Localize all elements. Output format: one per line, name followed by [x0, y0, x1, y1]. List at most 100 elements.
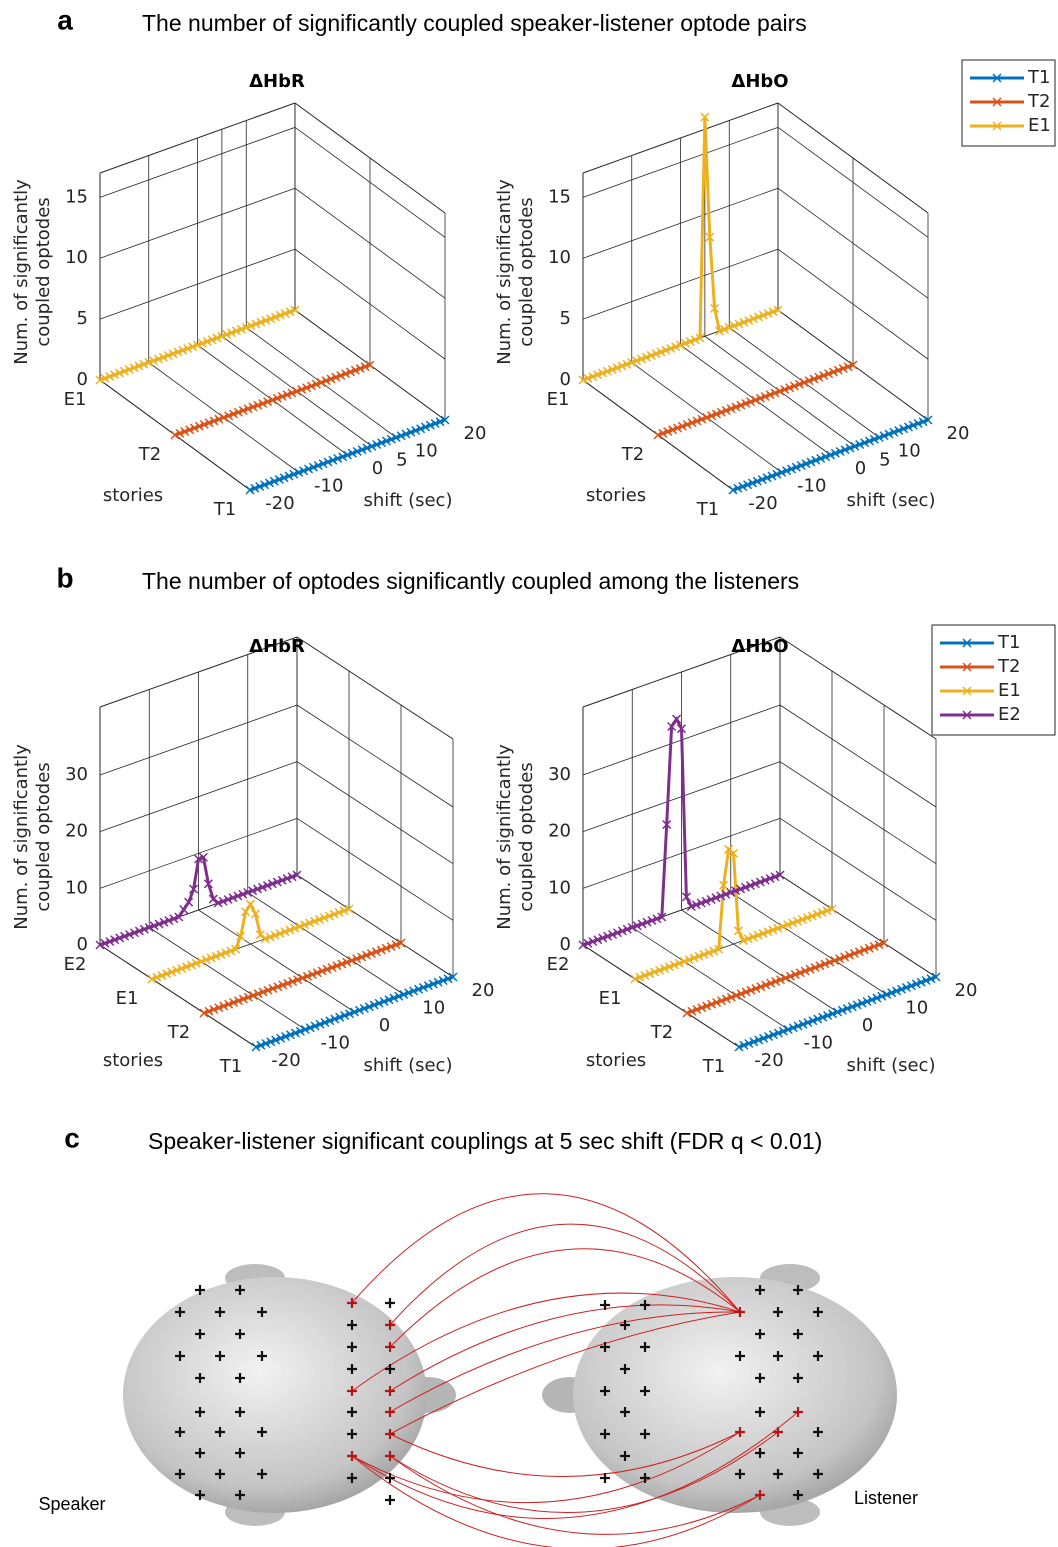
marker — [686, 901, 696, 912]
marker — [418, 982, 428, 993]
optode — [257, 1307, 267, 1317]
optode — [755, 1448, 765, 1458]
marker — [335, 1012, 345, 1022]
marker — [168, 349, 178, 359]
marker — [238, 994, 248, 1004]
marker — [341, 369, 351, 379]
marker — [892, 986, 902, 996]
marker — [221, 948, 231, 958]
marker — [731, 886, 741, 896]
marker — [428, 979, 438, 989]
marker — [776, 975, 786, 985]
marker — [699, 949, 709, 960]
marker — [679, 956, 689, 967]
marker — [277, 391, 287, 402]
marker — [825, 450, 836, 460]
marker — [229, 997, 239, 1008]
optode — [385, 1320, 395, 1330]
marker — [818, 1012, 828, 1022]
marker — [199, 1008, 209, 1018]
optode — [600, 1342, 610, 1352]
marker — [743, 934, 753, 944]
marker — [650, 967, 660, 977]
marker — [860, 438, 870, 448]
optode — [793, 1329, 803, 1339]
marker — [739, 1040, 749, 1050]
marker — [300, 920, 310, 930]
marker — [773, 305, 783, 315]
marker — [144, 357, 154, 368]
marker — [262, 880, 272, 891]
marker — [913, 418, 923, 429]
marker — [364, 1002, 374, 1012]
marker — [743, 480, 753, 490]
marker — [250, 483, 260, 493]
marker — [828, 1009, 838, 1019]
marker — [423, 981, 433, 991]
listener-label: Listener — [854, 1488, 918, 1508]
marker — [416, 424, 426, 434]
marker — [721, 994, 731, 1004]
marker — [396, 938, 406, 948]
marker — [172, 965, 182, 975]
marker — [238, 889, 248, 899]
marker — [755, 877, 765, 887]
marker — [253, 989, 263, 999]
z-axis-label: Num. of significantly — [494, 179, 515, 365]
marker — [726, 404, 736, 414]
marker — [807, 911, 817, 921]
marker — [273, 982, 283, 992]
marker — [692, 416, 702, 426]
story-tick-label: E1 — [599, 988, 622, 1009]
marker — [847, 1002, 857, 1012]
marker — [768, 925, 778, 935]
marker — [682, 1008, 692, 1018]
marker — [267, 879, 277, 889]
coupling-curve — [389, 1223, 741, 1326]
marker — [869, 434, 879, 444]
panel-title: Speaker-listener significant couplings a… — [148, 1128, 822, 1154]
optode — [793, 1448, 803, 1458]
marker — [404, 988, 414, 998]
x-axis-label: shift (sec) — [364, 490, 453, 511]
marker — [420, 422, 431, 432]
marker — [323, 457, 333, 467]
marker — [825, 957, 835, 967]
marker — [129, 928, 140, 938]
marker — [830, 448, 840, 458]
marker — [282, 390, 292, 400]
marker — [203, 879, 213, 889]
marker — [222, 329, 232, 340]
marker — [212, 333, 222, 343]
marker — [657, 912, 667, 922]
marker — [750, 879, 760, 889]
marker — [778, 921, 788, 932]
grid-line — [149, 927, 306, 1030]
optode — [347, 1429, 357, 1439]
marker — [852, 1000, 862, 1010]
marker — [413, 984, 424, 994]
optode — [813, 1351, 823, 1361]
marker — [311, 379, 321, 389]
marker — [324, 911, 334, 921]
marker — [440, 415, 450, 425]
marker — [835, 446, 845, 457]
marker — [236, 324, 246, 334]
marker — [129, 363, 139, 373]
z-axis-label: coupled optodes — [516, 762, 537, 911]
legend-marker — [962, 662, 972, 672]
marker — [354, 1005, 364, 1015]
story-tick-label: T2 — [650, 1022, 673, 1043]
marker — [689, 953, 699, 963]
marker — [342, 957, 352, 967]
marker — [119, 366, 129, 376]
marker — [740, 882, 751, 892]
marker — [377, 438, 387, 448]
x-tick-label: 0 — [372, 458, 383, 479]
marker — [204, 418, 214, 428]
optode — [755, 1285, 765, 1295]
x-tick-label: 20 — [947, 423, 970, 444]
coupling-curve — [351, 1411, 799, 1519]
marker — [617, 926, 627, 936]
marker — [329, 909, 339, 919]
